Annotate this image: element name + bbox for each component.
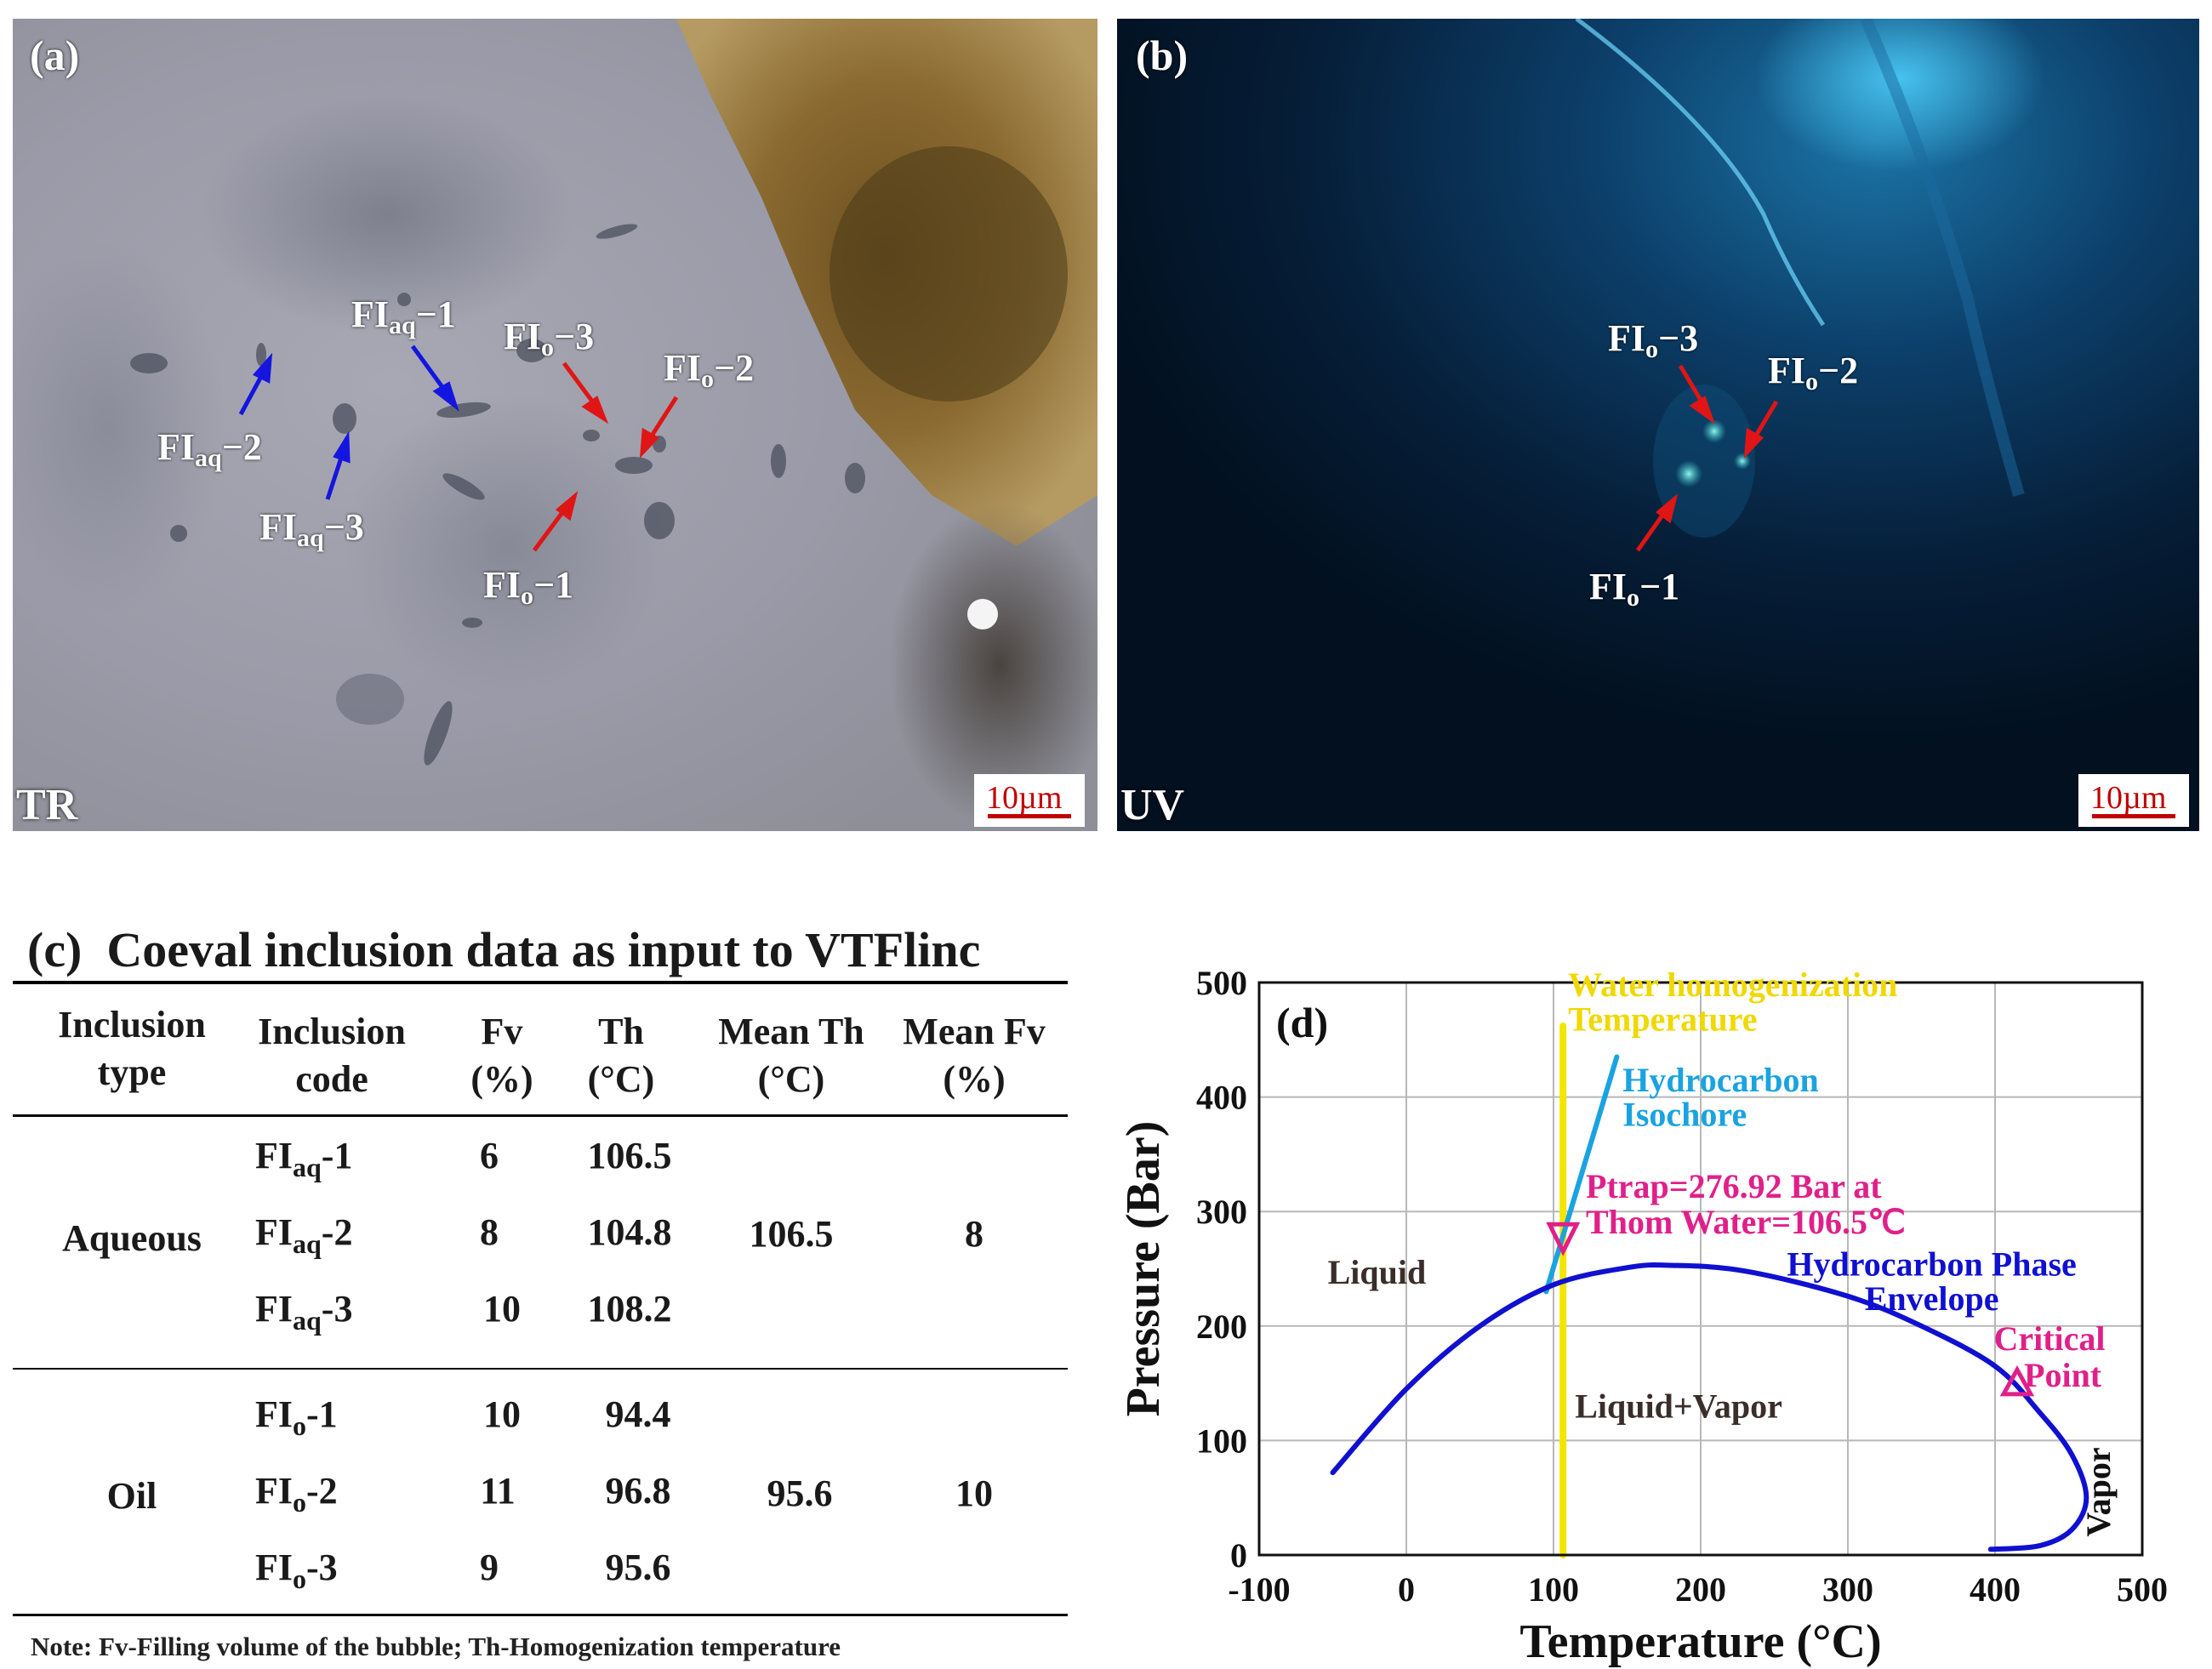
table-row: FIo-2	[255, 1470, 338, 1518]
annotation-fiaq-1: FIaq−1	[351, 293, 456, 339]
micrograph-b-image	[1117, 19, 2199, 831]
table-row: FIaq-2	[255, 1211, 353, 1259]
isochore-label: Isochore	[1622, 1095, 1747, 1133]
chart-markers	[1546, 1222, 2035, 1397]
y-tick-label: 400	[1196, 1079, 1247, 1117]
liquid-vapor-region-label: Liquid+Vapor	[1575, 1387, 1782, 1425]
cell-th: 96.8	[605, 1470, 671, 1512]
group-type-aqueous: Aqueous	[62, 1217, 202, 1259]
x-tick-label: 0	[1398, 1570, 1415, 1609]
group-mean-fv-oil: 10	[955, 1472, 993, 1514]
x-tick-label: 500	[2117, 1570, 2168, 1609]
micrograph-transmitted-light: (a) FIaq−1 FIaq−2 FIaq−3 FIo−1 FIo−2 FIo…	[13, 19, 1097, 831]
header-mean-th: Mean Th (°C)	[718, 1011, 864, 1100]
y-tick-label: 300	[1196, 1193, 1247, 1231]
x-tick-label: 100	[1528, 1570, 1579, 1609]
y-tick-label: 200	[1196, 1307, 1247, 1346]
micrograph-a-image	[13, 19, 1097, 831]
table-top-rule	[13, 981, 1068, 984]
water-homogenization-label: Water homogenization	[1568, 966, 1897, 1004]
cell-fv: 6	[480, 1135, 499, 1176]
x-tick-label: 400	[1970, 1570, 2021, 1609]
annotation-fiaq-3: FIaq−3	[259, 506, 364, 552]
panel-d-label: (d)	[1276, 999, 1328, 1046]
table-title: (c) Coeval inclusion data as input to VT…	[27, 921, 980, 978]
cell-fv: 10	[483, 1393, 521, 1435]
cell-th: 106.5	[587, 1135, 672, 1176]
table-row: FIaq-3	[255, 1288, 353, 1336]
plot-frame	[1257, 981, 2144, 1557]
panel-b-label: (b)	[1136, 31, 1189, 79]
annotation-fio-1: FIo−1	[483, 564, 574, 610]
phase-envelope-label: Hydrocarbon Phase	[1787, 1245, 2076, 1284]
cell-th: 94.4	[605, 1393, 671, 1435]
annotation-fio-3: FIo−3	[504, 316, 595, 362]
liquid-region-label: Liquid	[1328, 1253, 1427, 1291]
critical-point-label: Point	[2024, 1356, 2102, 1394]
table-header-rule	[13, 1114, 1068, 1117]
group-mean-th-oil: 95.6	[767, 1472, 833, 1514]
scale-bar-b: 10µm	[2078, 774, 2189, 827]
header-inclusion-code: Inclusion code	[258, 1011, 406, 1100]
water-homogenization-label: Temperature	[1568, 1000, 1757, 1039]
annotation-b-fio-2: FIo−2	[1768, 350, 1859, 396]
table-title-text: Coeval inclusion data as input to VTFlin…	[106, 922, 981, 977]
x-tick-label: 300	[1822, 1570, 1873, 1609]
cell-th: 104.8	[587, 1211, 672, 1253]
table-row: FIo-1	[255, 1393, 338, 1441]
critical-point-label: Critical	[1993, 1319, 2105, 1358]
group-mean-fv-aqueous: 8	[965, 1213, 983, 1255]
annotation-b-fio-3: FIo−3	[1608, 317, 1699, 363]
cell-th: 95.6	[605, 1547, 671, 1588]
y-tick-label: 500	[1196, 964, 1247, 1002]
series-line-1	[1543, 1054, 1620, 1295]
y-tick-label: 0	[1230, 1536, 1247, 1575]
panel-c-label: (c)	[27, 922, 83, 977]
isochore-label: Hydrocarbon	[1622, 1061, 1818, 1099]
cell-fv: 8	[480, 1211, 499, 1253]
x-tick-label: 200	[1675, 1570, 1726, 1609]
annotation-fio-2: FIo−2	[664, 347, 755, 393]
group-type-oil: Oil	[106, 1475, 157, 1517]
y-axis-label: Pressure (Bar)	[1117, 1121, 1170, 1417]
cell-th: 108.2	[587, 1288, 672, 1330]
x-tick-label: -100	[1228, 1570, 1290, 1609]
table-footnote: Note: Fv-Filling volume of the bubble; T…	[31, 1632, 841, 1661]
ptrap-label: Ptrap=276.92 Bar at	[1586, 1167, 1882, 1205]
chart-series	[1330, 1022, 2089, 1558]
header-th: Th (°C)	[587, 1011, 655, 1100]
x-axis-label: Temperature (°C)	[1519, 1615, 1881, 1668]
vapor-region-label: Vapor	[2079, 1447, 2118, 1536]
table-row: FIo-3	[255, 1547, 338, 1594]
annotation-fiaq-2: FIaq−2	[157, 426, 262, 472]
group-mean-th-aqueous: 106.5	[749, 1213, 834, 1255]
table-bottom-rule	[13, 1614, 1068, 1616]
header-inclusion-type: Inclusion type	[58, 1004, 206, 1093]
panel-a-label: (a)	[30, 31, 80, 79]
illumination-mode-tr: TR	[16, 781, 78, 829]
header-fv: Fv (%)	[470, 1011, 533, 1100]
table-group-rule	[13, 1368, 1068, 1370]
marker-critical-point	[1999, 1364, 2035, 1397]
phase-envelope-label: Envelope	[1865, 1279, 1999, 1318]
cell-fv: 11	[480, 1470, 516, 1512]
ptrap-label: Thom Water=106.5℃	[1586, 1203, 1906, 1241]
scale-bar-a: 10µm	[974, 774, 1085, 827]
cell-fv: 10	[483, 1288, 521, 1330]
y-tick-label: 100	[1196, 1421, 1247, 1460]
marker-ptrap	[1546, 1222, 1581, 1256]
header-mean-fv: Mean Fv (%)	[903, 1011, 1046, 1100]
annotation-b-fio-1: FIo−1	[1589, 566, 1680, 612]
inclusion-data-table-panel: (c) Coeval inclusion data as input to VT…	[0, 897, 1080, 1669]
table-row: FIaq-1	[255, 1135, 353, 1182]
series-line-0	[1330, 1262, 2089, 1552]
micrograph-uv-fluorescence: (b) FIo−3 FIo−2 FIo−1 UV 10µm	[1117, 19, 2199, 831]
illumination-mode-uv: UV	[1120, 781, 1185, 829]
phase-diagram-panel: -100 0 100 200 300 400 500 0 100 200 300 400 500 Wat…	[1106, 897, 2212, 1669]
cell-fv: 9	[480, 1547, 499, 1588]
